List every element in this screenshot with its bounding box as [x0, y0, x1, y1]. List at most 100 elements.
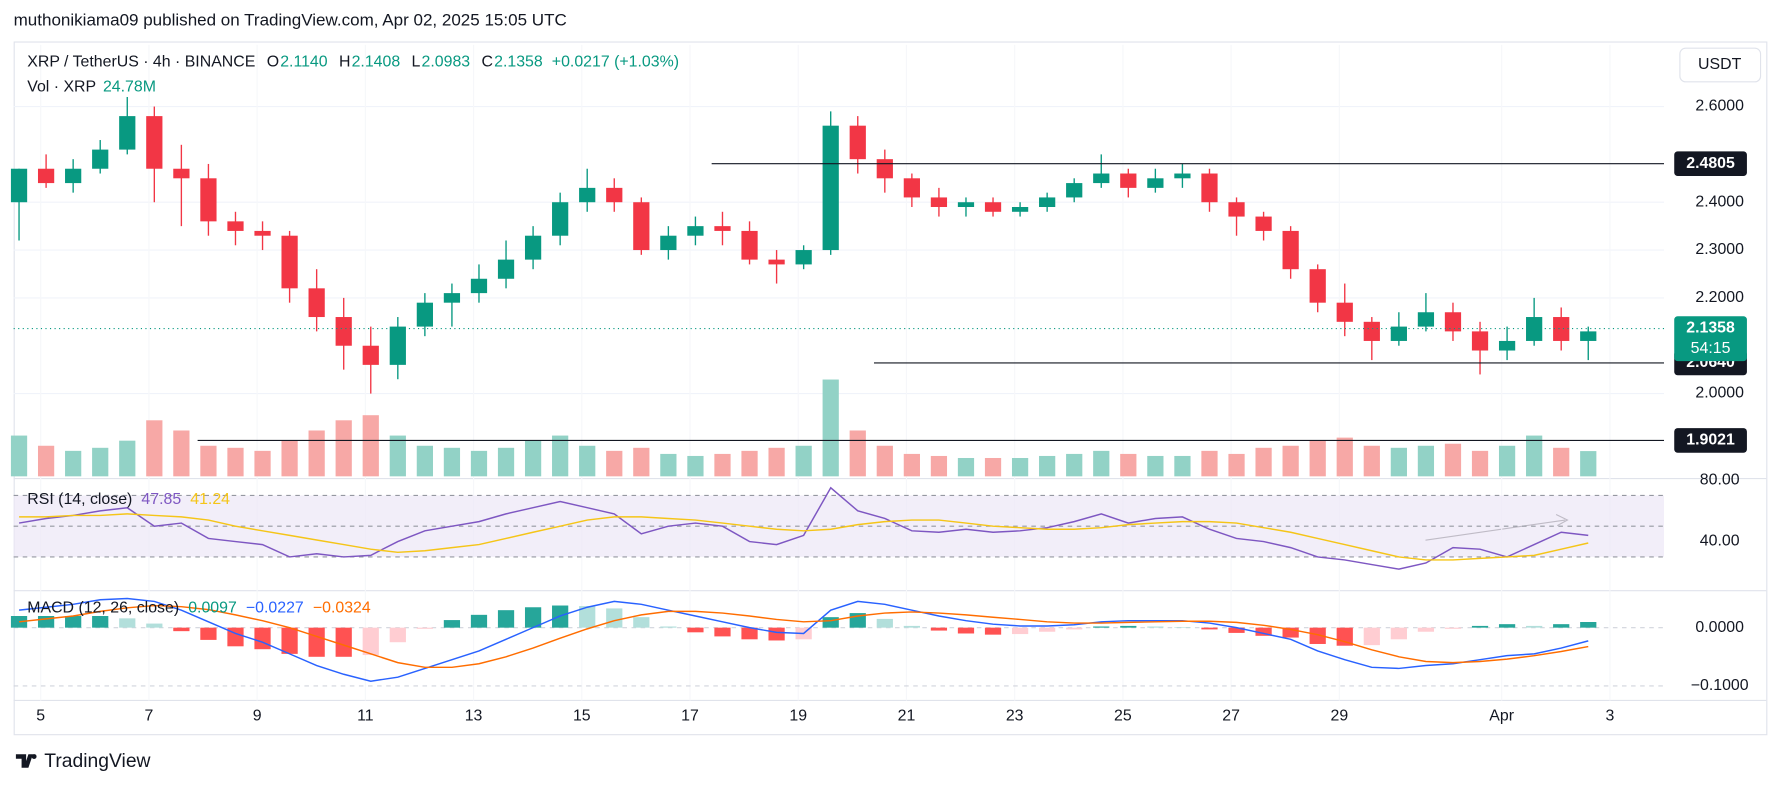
histogram-bar: [1066, 627, 1083, 630]
volume-bar: [1553, 447, 1570, 477]
histogram-bar: [254, 627, 271, 650]
candle-body: [1390, 326, 1407, 341]
volume-bar: [795, 445, 812, 477]
legend-value: 41.24: [190, 491, 230, 508]
candle-body: [308, 288, 325, 318]
candle-body: [146, 116, 163, 169]
histogram-bar: [92, 616, 109, 628]
y-tick-label: 2.4000: [1695, 193, 1744, 210]
candle-body: [606, 187, 623, 203]
volume-bar: [335, 420, 352, 477]
volume-bar: [552, 435, 569, 477]
volume-bar: [1471, 450, 1489, 477]
volume-bar: [1417, 445, 1435, 477]
volume-bar: [768, 447, 785, 477]
candle-body: [1255, 216, 1272, 231]
candle-body: [1039, 197, 1056, 208]
logo-dot: [31, 754, 37, 759]
candle-body: [1201, 173, 1218, 203]
legend-text: L: [412, 54, 421, 71]
volume-bar: [1174, 455, 1191, 477]
volume-bar: [1363, 445, 1380, 477]
candle-body: [281, 235, 298, 289]
histogram-bar: [687, 627, 704, 633]
candle-body: [1417, 312, 1435, 327]
volume-bar: [849, 430, 866, 477]
histogram-bar: [1011, 627, 1029, 635]
histogram-bar: [200, 627, 217, 640]
volume-bar: [227, 447, 244, 477]
candle-body: [497, 259, 515, 279]
level-label: 1.9021: [1686, 432, 1735, 449]
candle-body: [389, 326, 406, 365]
histogram-bar: [308, 627, 325, 657]
histogram-bar: [1498, 624, 1516, 628]
volume-bar: [443, 447, 461, 477]
histogram-bar: [1580, 622, 1597, 628]
legend-text: Vol · XRP: [27, 79, 96, 96]
candle-body: [1363, 321, 1380, 341]
y-tick-label: 2.0000: [1695, 385, 1744, 402]
candle-body: [37, 168, 55, 184]
histogram-bar: [1526, 625, 1543, 628]
candle-body: [1120, 173, 1137, 188]
level-tag: [1674, 428, 1747, 453]
volume-bar: [1147, 455, 1164, 477]
volume-bar: [1526, 435, 1543, 477]
candle-body: [1309, 269, 1326, 303]
x-tick-label: 17: [681, 707, 699, 724]
macd-legend: MACD (12, 26, close) 0.0097 −0.0227 −0.0324: [27, 600, 371, 617]
candle-body: [1066, 183, 1083, 198]
legend-text: 2.1140: [280, 54, 328, 71]
currency-button[interactable]: [1679, 47, 1762, 83]
volume-bar: [1011, 457, 1029, 477]
volume-bar: [362, 415, 379, 477]
volume-bar: [10, 435, 28, 477]
candle-body: [687, 226, 704, 236]
candle-body: [822, 125, 839, 251]
volume-bar: [1093, 450, 1110, 477]
histogram-bar: [1553, 624, 1570, 628]
histogram-bar: [1093, 626, 1110, 628]
volume-bar: [1255, 447, 1272, 477]
histogram-bar: [389, 627, 406, 643]
x-tick-label: 27: [1222, 707, 1240, 724]
x-tick-label: 25: [1114, 707, 1132, 724]
histogram-bar: [281, 627, 298, 654]
candle-body: [524, 235, 542, 260]
histogram-bar: [768, 627, 785, 641]
legend-text: 2.0983: [422, 54, 471, 71]
volume-bar: [1201, 450, 1218, 477]
x-tick-label: 19: [789, 707, 807, 724]
histogram-bar: [146, 623, 163, 628]
volume-bar: [1390, 447, 1407, 477]
candle-body: [416, 302, 433, 327]
histogram-bar: [606, 608, 623, 628]
legend-text: +0.0217 (+1.03%): [552, 54, 679, 71]
legend-text: 2.1408: [352, 54, 401, 71]
volume-bar: [1498, 445, 1516, 477]
legend-text: O: [267, 54, 279, 71]
legend-value: −0.0324: [313, 600, 371, 617]
currency[interactable]: USDT: [1698, 56, 1742, 73]
volume-bar: [1066, 453, 1083, 477]
volume-bar: [470, 450, 488, 477]
x-tick-label: 23: [1006, 707, 1024, 724]
histogram-bar: [443, 620, 461, 628]
x-tick-label: 11: [357, 707, 373, 724]
volume-bar: [1282, 445, 1299, 477]
volume-bar: [389, 435, 406, 477]
volume-bar: [65, 450, 82, 477]
candle-body: [1526, 317, 1543, 341]
volume-bar: [984, 457, 1002, 477]
legend-text: H: [339, 54, 350, 71]
histogram-bar: [741, 627, 758, 640]
rsi-legend: RSI (14, close) 47.85 41.24: [27, 491, 230, 508]
volume-bar: [1336, 437, 1353, 477]
candle-body: [173, 168, 190, 179]
volume-bar: [1228, 453, 1245, 477]
candle-body: [470, 278, 488, 294]
histogram-bar: [1255, 627, 1272, 636]
candle-body: [362, 345, 379, 365]
candle-body: [254, 230, 271, 236]
